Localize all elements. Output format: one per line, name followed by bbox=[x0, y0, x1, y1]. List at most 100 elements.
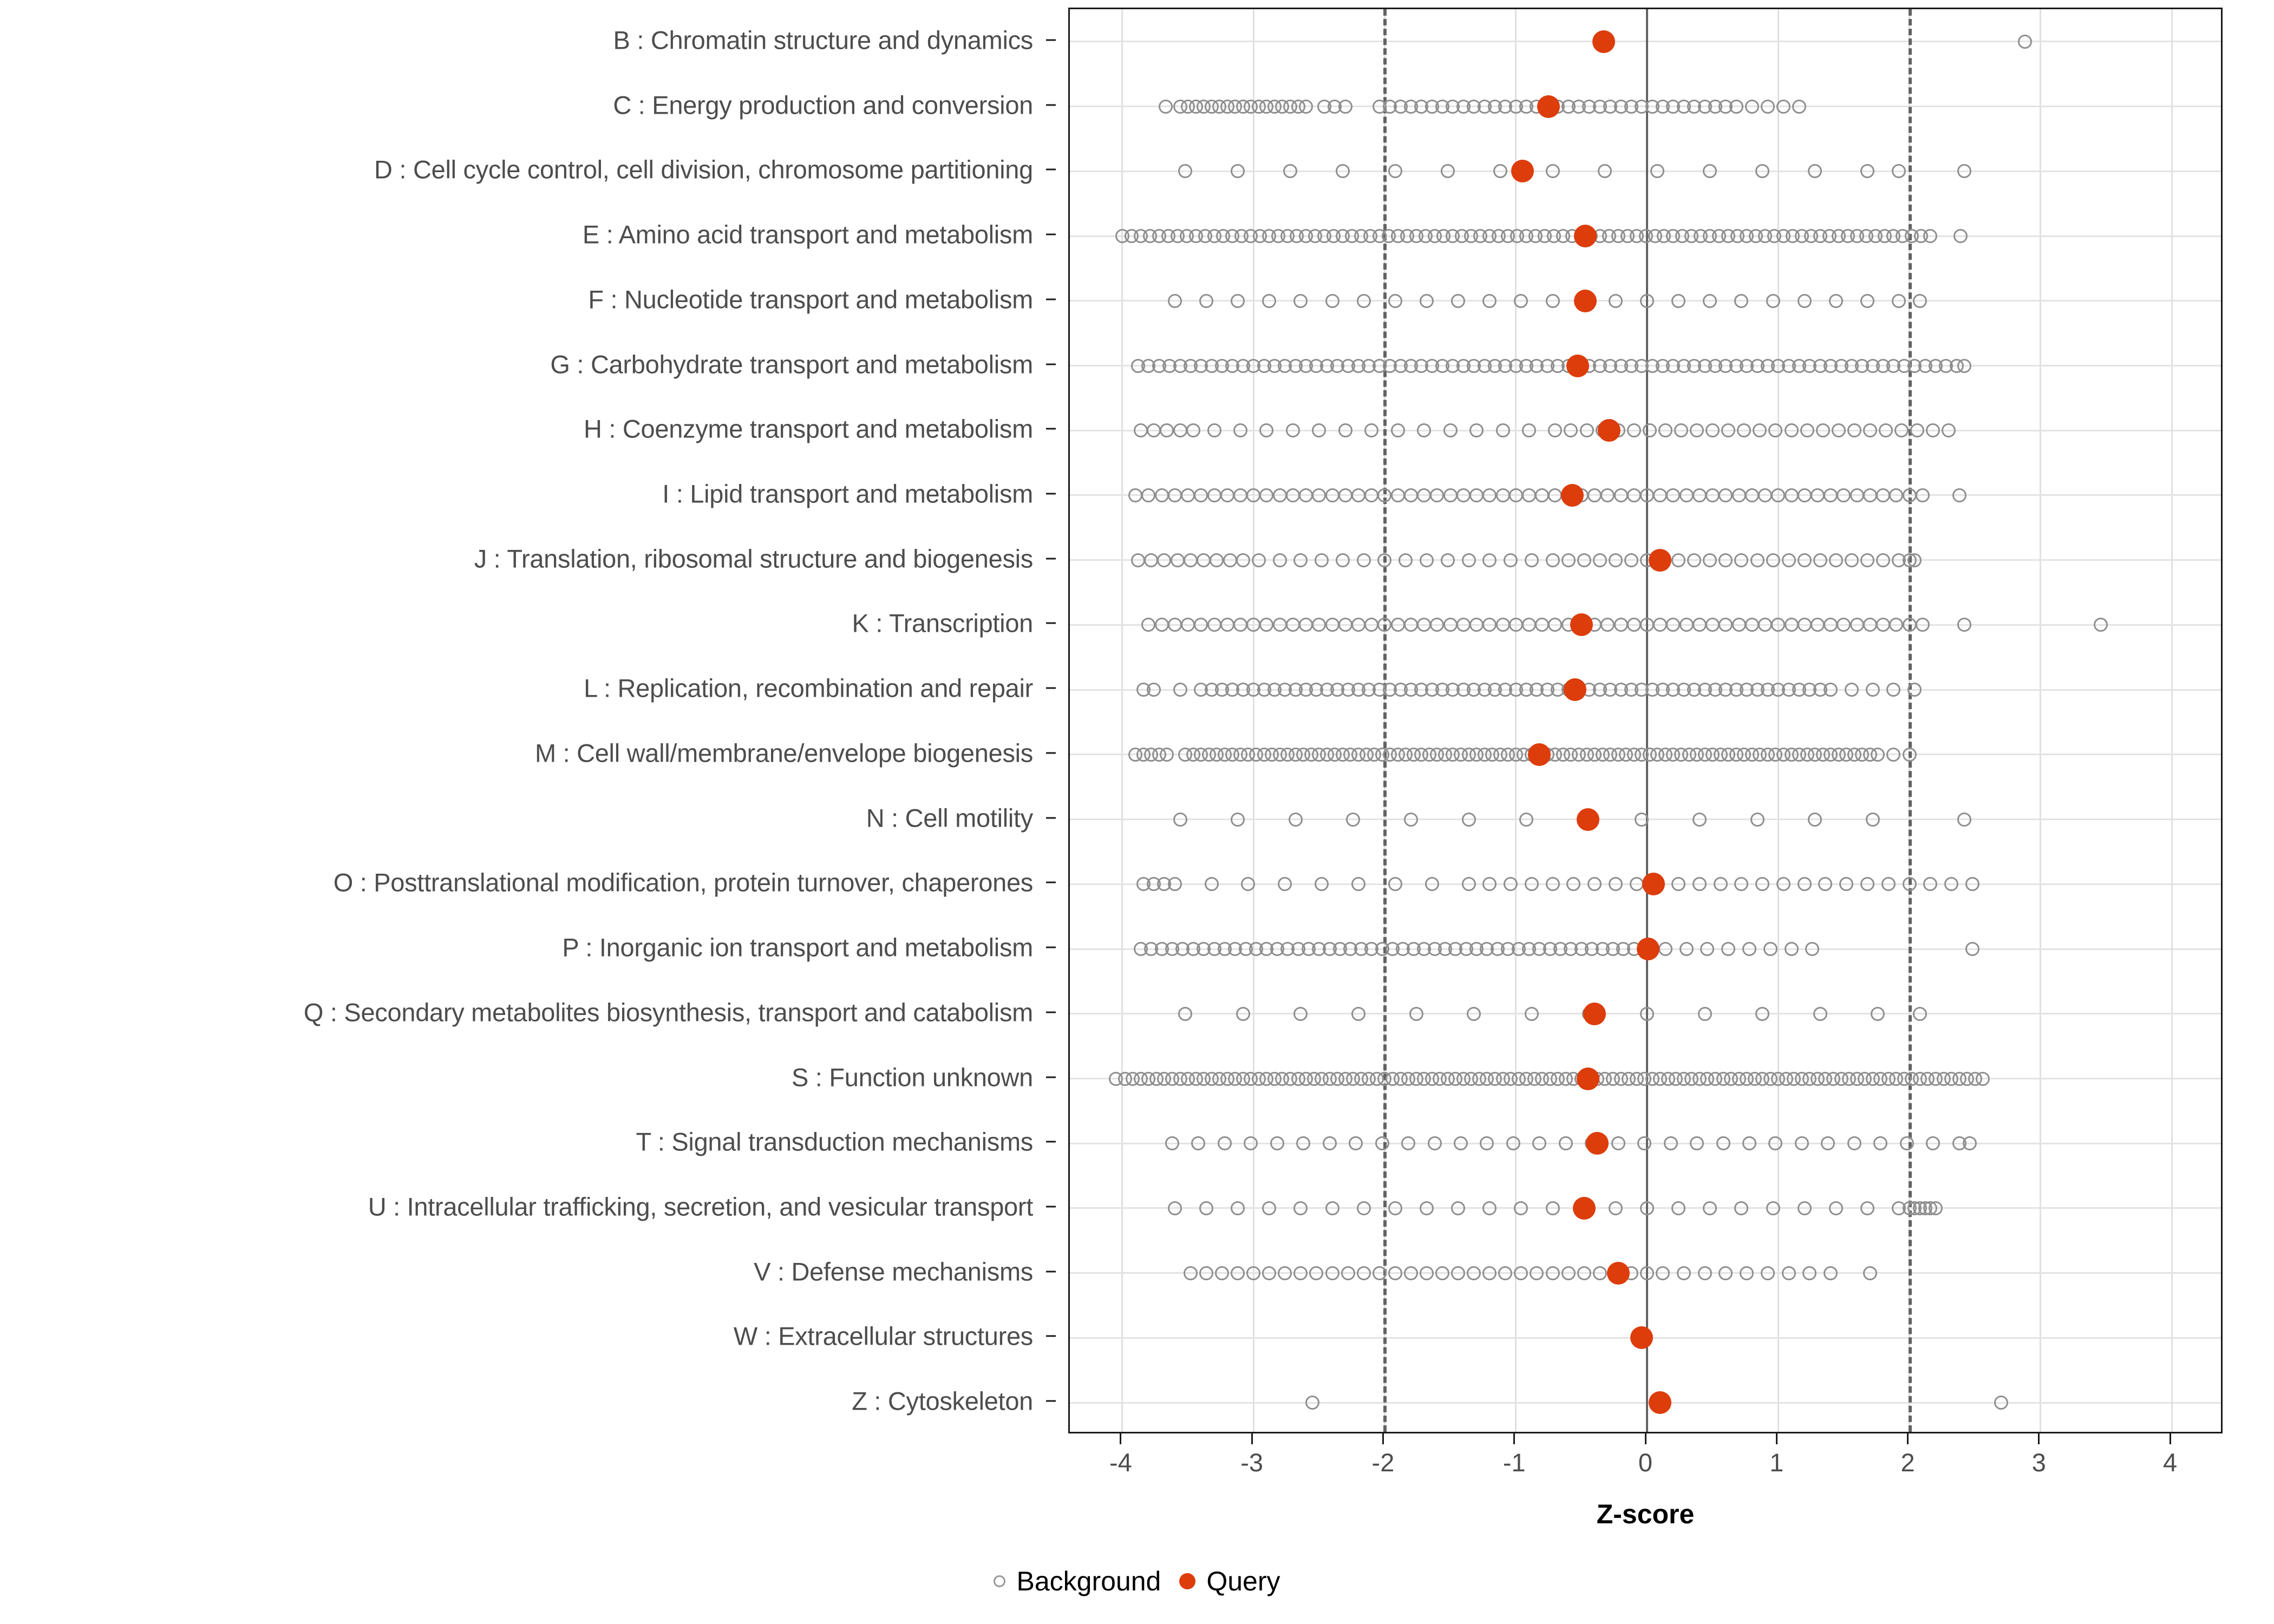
background-point bbox=[1740, 1266, 1754, 1280]
legend-item-background[interactable]: Background bbox=[994, 1566, 1161, 1597]
query-point[interactable] bbox=[1606, 1261, 1630, 1285]
background-point bbox=[1514, 293, 1528, 308]
background-point bbox=[1592, 553, 1607, 567]
background-point bbox=[1315, 877, 1329, 892]
background-point bbox=[1797, 488, 1812, 502]
query-point[interactable] bbox=[1574, 289, 1597, 312]
x-axis-tick bbox=[1907, 1433, 1909, 1444]
query-point[interactable] bbox=[1649, 548, 1672, 572]
y-axis-tick-label: Q : Secondary metabolites biosynthesis, … bbox=[303, 998, 1033, 1027]
background-point bbox=[1828, 553, 1843, 567]
y-axis-tick bbox=[1046, 298, 1056, 300]
query-point[interactable] bbox=[1576, 808, 1599, 831]
background-point bbox=[1456, 618, 1471, 632]
background-point bbox=[1863, 488, 1877, 502]
background-point bbox=[1335, 164, 1350, 179]
background-point bbox=[1272, 488, 1287, 502]
query-point[interactable] bbox=[1592, 30, 1616, 53]
background-point bbox=[1976, 1071, 1990, 1086]
background-point bbox=[1259, 618, 1274, 632]
background-point bbox=[1231, 164, 1245, 179]
background-point bbox=[1388, 164, 1402, 179]
grid-line-vertical bbox=[1777, 9, 1779, 1432]
background-point bbox=[1338, 488, 1352, 502]
background-point bbox=[1220, 488, 1234, 502]
background-point bbox=[1818, 877, 1833, 892]
query-point[interactable] bbox=[1597, 419, 1620, 442]
background-point bbox=[1907, 683, 1922, 697]
background-point bbox=[1671, 877, 1686, 892]
legend-item-query[interactable]: Query bbox=[1179, 1566, 1280, 1597]
query-point[interactable] bbox=[1642, 873, 1665, 896]
query-point[interactable] bbox=[1560, 483, 1584, 507]
background-point bbox=[1850, 488, 1864, 502]
query-point[interactable] bbox=[1566, 354, 1589, 377]
query-point[interactable] bbox=[1649, 1391, 1672, 1415]
query-point[interactable] bbox=[1583, 1002, 1606, 1025]
background-point bbox=[1388, 877, 1402, 892]
background-point bbox=[1824, 1266, 1838, 1280]
background-point bbox=[1285, 488, 1300, 502]
query-point[interactable] bbox=[1572, 1196, 1596, 1220]
reference-line-zero bbox=[1646, 9, 1648, 1432]
background-point bbox=[1524, 1006, 1539, 1021]
background-point bbox=[1926, 423, 1940, 438]
query-point[interactable] bbox=[1576, 1067, 1599, 1090]
background-point bbox=[1810, 618, 1825, 632]
background-point bbox=[1776, 877, 1791, 892]
background-point bbox=[1173, 812, 1187, 827]
plot-panel bbox=[1068, 8, 2223, 1433]
query-point[interactable] bbox=[1511, 160, 1534, 183]
background-point bbox=[1482, 877, 1497, 892]
background-point bbox=[1435, 1266, 1450, 1280]
background-point bbox=[1325, 1201, 1339, 1215]
background-point bbox=[1613, 618, 1628, 632]
background-point bbox=[1325, 293, 1339, 308]
query-point[interactable] bbox=[1528, 743, 1551, 766]
background-point bbox=[1375, 1136, 1389, 1151]
background-point bbox=[1805, 942, 1820, 957]
background-point bbox=[1915, 618, 1930, 632]
background-point bbox=[2017, 34, 2032, 49]
background-point bbox=[1794, 1136, 1809, 1151]
background-point bbox=[1742, 942, 1756, 957]
background-point bbox=[1133, 423, 1148, 438]
background-point bbox=[1915, 488, 1930, 502]
query-point[interactable] bbox=[1630, 1326, 1654, 1350]
background-point bbox=[1288, 812, 1303, 827]
background-point bbox=[1417, 488, 1432, 502]
background-point bbox=[1325, 1266, 1339, 1280]
background-point bbox=[1797, 553, 1812, 567]
background-point bbox=[1482, 618, 1497, 632]
background-point bbox=[1220, 618, 1234, 632]
background-point bbox=[1545, 877, 1560, 892]
x-axis-tick-label: -1 bbox=[1502, 1448, 1526, 1477]
background-point bbox=[1293, 1201, 1308, 1215]
query-point[interactable] bbox=[1537, 95, 1560, 118]
background-point bbox=[1469, 423, 1484, 438]
background-point bbox=[1828, 1201, 1843, 1215]
background-point bbox=[1650, 164, 1665, 179]
background-point bbox=[1613, 488, 1628, 502]
background-point bbox=[1207, 423, 1221, 438]
background-point bbox=[1592, 1266, 1607, 1280]
background-point bbox=[1461, 877, 1476, 892]
query-point[interactable] bbox=[1585, 1132, 1609, 1155]
background-point bbox=[1461, 553, 1476, 567]
query-point[interactable] bbox=[1637, 938, 1660, 961]
background-point bbox=[1519, 812, 1534, 827]
background-point bbox=[1514, 1266, 1528, 1280]
background-point bbox=[1377, 553, 1392, 567]
y-axis-tick bbox=[1046, 1206, 1056, 1208]
query-point[interactable] bbox=[1563, 678, 1586, 702]
background-point bbox=[1642, 423, 1657, 438]
background-point bbox=[1676, 1266, 1691, 1280]
query-point[interactable] bbox=[1570, 613, 1593, 637]
background-point bbox=[1758, 488, 1773, 502]
background-point bbox=[1837, 618, 1851, 632]
background-point bbox=[1356, 553, 1371, 567]
query-point[interactable] bbox=[1574, 225, 1597, 248]
background-point bbox=[1194, 488, 1208, 502]
background-point bbox=[1808, 164, 1822, 179]
background-point bbox=[1690, 423, 1704, 438]
